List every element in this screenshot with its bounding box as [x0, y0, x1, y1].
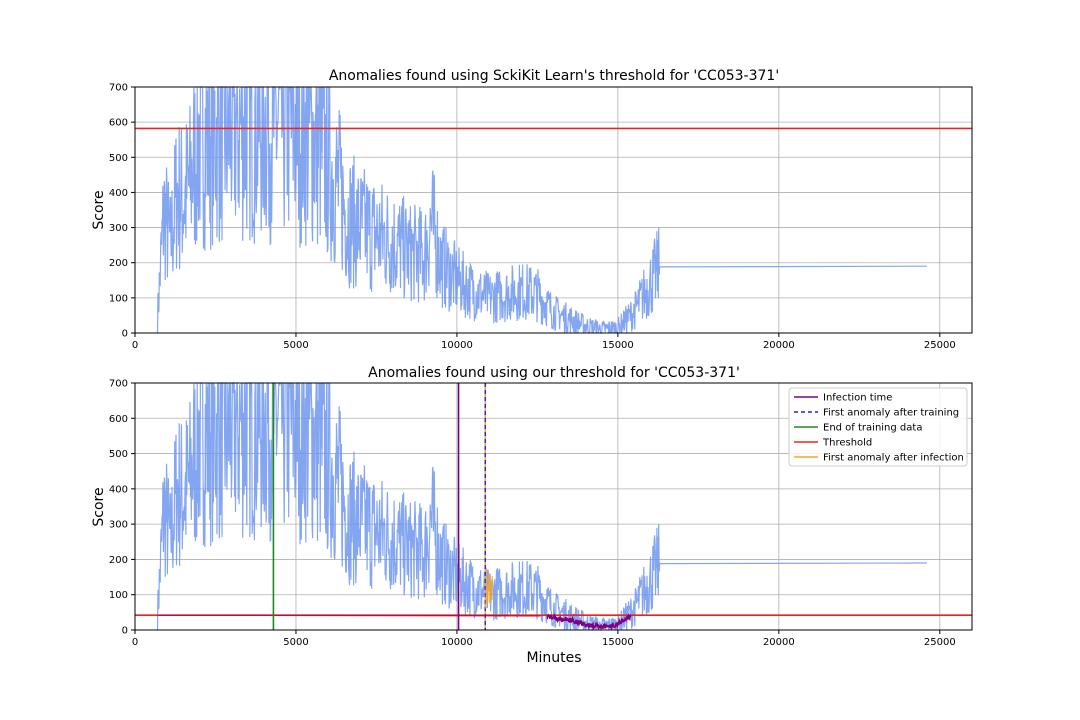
bottom-x-tick-label: 10000 [441, 637, 473, 648]
bottom-chart-title: Anomalies found using our threshold for … [368, 365, 740, 381]
bottom-y-tick-label: 400 [109, 484, 128, 495]
top-y-tick-label: 700 [109, 83, 128, 94]
bottom-y-tick-label: 600 [109, 414, 128, 425]
top-axes-frame [134, 86, 973, 334]
bottom-x-axis-label: Minutes [526, 650, 581, 666]
bottom-y-axis-label: Score [91, 487, 107, 526]
top-score-line [156, 86, 927, 335]
top-y-tick-label: 400 [109, 188, 128, 199]
legend-label: First anomaly after infection [823, 453, 964, 464]
bottom-axes-frame [134, 382, 973, 631]
flagged-segment-line [157, 614, 541, 617]
top-y-axis-label: Score [91, 190, 107, 229]
anomaly-points-line [546, 612, 632, 632]
bottom-y-tick-label: 200 [109, 555, 128, 566]
bottom-x-tick-label: 0 [132, 637, 138, 648]
bottom-subplot: Anomalies found using our threshold for … [91, 365, 973, 666]
top-y-tick-label: 500 [109, 153, 128, 164]
top-plot-area [135, 86, 972, 335]
legend-item: First anomaly after training [794, 408, 959, 419]
legend-label: End of training data [823, 423, 922, 434]
bottom-plot-area [135, 382, 972, 632]
top-y-tick-label: 300 [109, 223, 128, 234]
top-x-tick-label: 15000 [602, 340, 634, 351]
legend-label: First anomaly after training [823, 408, 959, 419]
top-chart-title: Anomalies found using SckiKit Learn's th… [329, 68, 779, 84]
top-x-tick-label: 25000 [924, 340, 956, 351]
bottom-x-tick-label: 25000 [924, 637, 956, 648]
top-x-tick-label: 0 [132, 340, 138, 351]
bottom-x-tick-label: 15000 [602, 637, 634, 648]
legend-item: End of training data [794, 423, 922, 434]
top-x-tick-label: 5000 [283, 340, 308, 351]
bottom-y-tick-label: 500 [109, 449, 128, 460]
legend-item: First anomaly after infection [794, 453, 964, 464]
bottom-y-tick-label: 300 [109, 520, 128, 531]
legend-box [788, 387, 968, 467]
bottom-y-tick-label: 100 [109, 590, 128, 601]
top-y-tick-label: 0 [122, 329, 128, 340]
bottom-x-tick-label: 20000 [763, 637, 795, 648]
top-y-tick-label: 600 [109, 118, 128, 129]
bottom-ticks: 0 5000 10000 15000 20000 25000 0 100 200 300 400 50… [109, 379, 956, 649]
bottom-y-tick-label: 0 [122, 626, 128, 637]
legend-label: Infection time [823, 393, 892, 404]
top-y-tick-label: 200 [109, 258, 128, 269]
bottom-x-tick-label: 5000 [283, 637, 308, 648]
legend: Infection time First anomaly after traini… [788, 387, 968, 467]
top-x-tick-label: 10000 [441, 340, 473, 351]
top-x-tick-label: 20000 [763, 340, 795, 351]
top-subplot: Anomalies found using SckiKit Learn's th… [91, 68, 973, 352]
anomaly-after-infection-trace [485, 569, 493, 609]
bottom-score-line [156, 382, 927, 632]
legend-label: Threshold [822, 438, 872, 449]
top-y-tick-label: 100 [109, 293, 128, 304]
legend-item: Threshold [794, 438, 872, 449]
legend-item: Infection time [794, 393, 892, 404]
top-ticks: 0 5000 10000 15000 20000 25000 0 100 200 300 400 50… [109, 83, 956, 352]
bottom-y-tick-label: 700 [109, 379, 128, 390]
